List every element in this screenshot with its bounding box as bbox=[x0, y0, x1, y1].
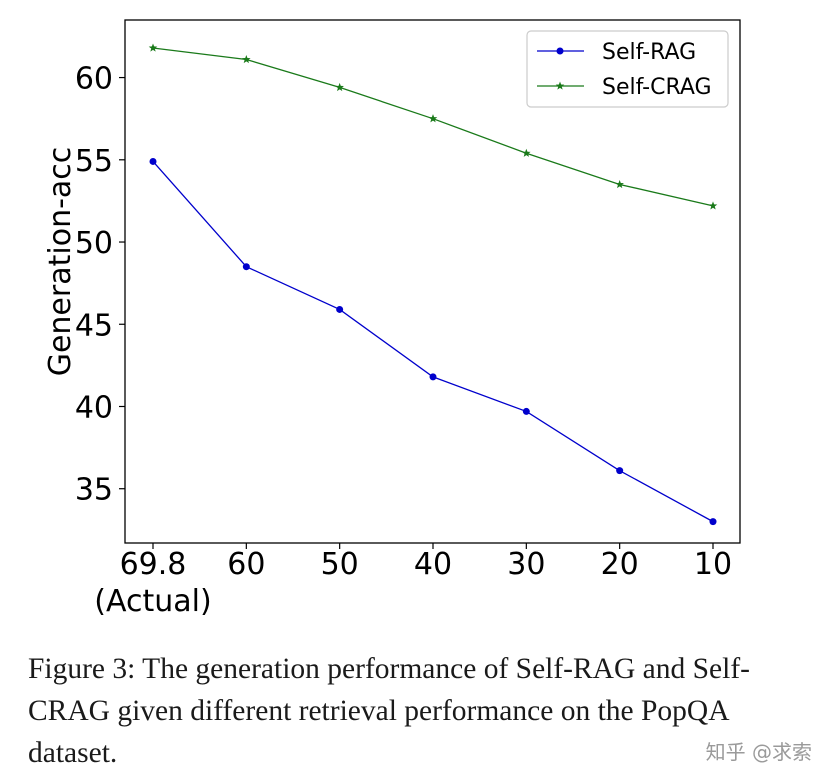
x-tick-label: 10 bbox=[694, 547, 732, 582]
legend-marker bbox=[556, 47, 564, 55]
series-self-crag bbox=[148, 43, 718, 210]
legend-label: Self-RAG bbox=[602, 40, 696, 65]
y-tick-label: 40 bbox=[75, 390, 113, 425]
y-tick-label: 35 bbox=[75, 473, 113, 508]
x-tick-label: 30 bbox=[507, 547, 545, 582]
data-point bbox=[335, 82, 344, 92]
data-point bbox=[522, 407, 530, 415]
x-tick-label: 69.8 (Actual) bbox=[94, 547, 211, 619]
watermark: 知乎 @求索 bbox=[705, 740, 812, 764]
series-line bbox=[152, 161, 714, 523]
data-point bbox=[708, 201, 718, 210]
legend-item-self-rag: Self-RAG bbox=[537, 40, 696, 65]
legend-box bbox=[526, 30, 729, 108]
data-point bbox=[429, 373, 437, 381]
legend-label: Self-CRAG bbox=[602, 75, 712, 100]
data-point bbox=[428, 114, 438, 123]
data-point bbox=[149, 157, 157, 165]
y-axis: 35 40 45 50 55 60 bbox=[75, 62, 125, 508]
data-point bbox=[616, 467, 624, 475]
x-axis: 69.8 (Actual) 60 50 40 30 20 10 bbox=[94, 543, 732, 619]
series-layer bbox=[148, 43, 718, 526]
data-point bbox=[242, 54, 251, 64]
y-tick-label: 55 bbox=[75, 144, 113, 179]
data-point bbox=[522, 148, 531, 157]
line-chart: 35 40 45 50 55 60 69.8 (Actual) 60 50 40 30 20 10 Ge… bbox=[43, 19, 741, 619]
y-tick-label: 45 bbox=[75, 308, 113, 343]
data-point bbox=[336, 305, 344, 313]
legend-item-self-crag: Self-CRAG bbox=[537, 75, 712, 100]
data-point bbox=[148, 43, 158, 52]
plot-frame bbox=[124, 19, 741, 544]
y-tick-label: 60 bbox=[75, 62, 113, 97]
x-tick-label: 50 bbox=[321, 547, 359, 582]
x-tick-label: 40 bbox=[414, 547, 452, 582]
data-point bbox=[709, 518, 717, 526]
figure-caption: Figure 3: The generation performance of … bbox=[28, 653, 750, 769]
data-point bbox=[615, 179, 624, 189]
x-tick-label: 60 bbox=[227, 547, 265, 582]
series-self-rag bbox=[149, 157, 717, 526]
data-point bbox=[242, 263, 250, 271]
legend: Self-RAG Self-CRAG bbox=[526, 30, 729, 108]
legend-marker bbox=[555, 81, 565, 90]
x-tick-label: 20 bbox=[601, 547, 639, 582]
y-axis-title: Generation-acc bbox=[43, 147, 78, 377]
y-tick-label: 50 bbox=[75, 226, 113, 261]
